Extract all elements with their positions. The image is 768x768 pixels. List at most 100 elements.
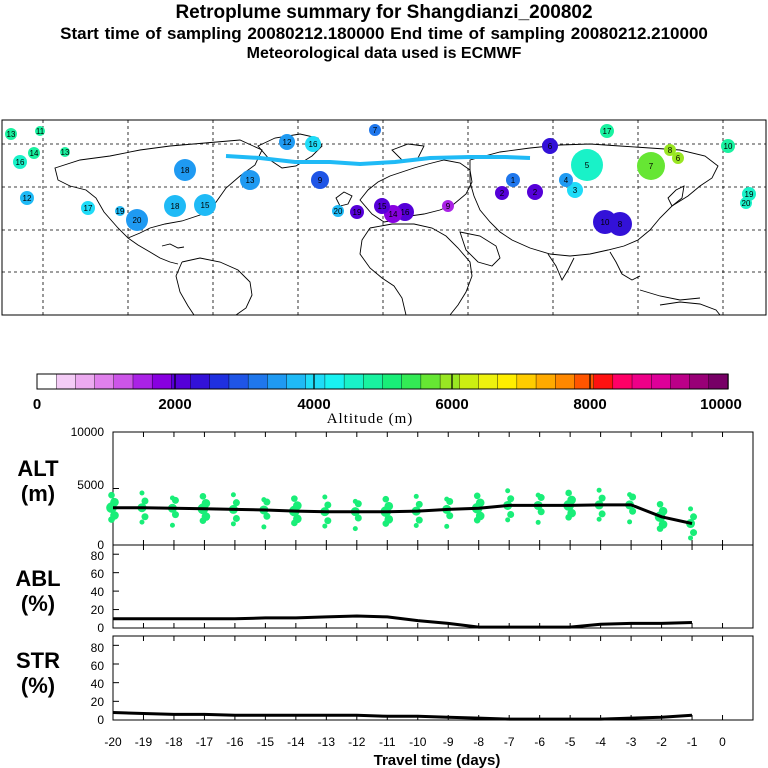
map-marker-label: 8: [618, 220, 623, 229]
map-marker-16: 9: [311, 171, 329, 189]
map-marker-11: 15: [194, 194, 216, 216]
alt-point: [629, 507, 637, 515]
alt-point: [656, 500, 664, 508]
alt-point: [444, 496, 450, 502]
alt-point: [415, 500, 423, 508]
map-marker-dot: [35, 126, 45, 136]
abl-ytick-0: 0: [97, 621, 104, 635]
abl-ytick-40: 40: [91, 585, 105, 599]
str-ytick-80: 80: [91, 641, 105, 655]
xtick-label-10: -10: [409, 735, 427, 749]
map-marker-label: 12: [283, 138, 292, 147]
map-marker-dot: [506, 173, 520, 187]
map-marker-label: 10: [601, 218, 610, 227]
alt-point: [384, 501, 394, 511]
alt-point: [201, 512, 211, 521]
alt-point: [537, 508, 545, 516]
colorbar-cell-12: [267, 373, 288, 390]
alt-point: [567, 508, 576, 518]
map-marker-label: 14: [30, 149, 39, 158]
colorbar-cell-34: [689, 373, 710, 390]
xtick-label-3: -17: [196, 735, 214, 749]
map-marker-label: 11: [36, 127, 45, 136]
xtick-label-13: -7: [504, 735, 515, 749]
colorbar-cell-25: [516, 373, 537, 390]
colorbar-cell-27: [555, 373, 576, 390]
map-marker-3: 13: [60, 147, 70, 157]
alt-point: [232, 499, 240, 507]
map-marker-38: 20: [332, 205, 344, 217]
alt-point: [505, 517, 511, 523]
colorbar-cell-1: [55, 373, 77, 390]
xtick-label-15: -5: [565, 735, 576, 749]
alt-point: [535, 492, 541, 498]
colorbar-cell-21: [439, 373, 460, 390]
map-marker-label: 7: [373, 126, 378, 135]
map-marker-8: 20: [126, 209, 148, 231]
map-marker-label: 5: [585, 161, 590, 170]
alt-point: [658, 506, 668, 516]
map-marker-dot: [740, 197, 752, 209]
abl-ytick-20: 20: [91, 603, 105, 617]
str-label: STR: [16, 648, 60, 673]
map-marker-dot: [542, 138, 558, 154]
map-marker-dot: [164, 195, 186, 217]
series-line-abl: [113, 614, 693, 629]
alt-point: [141, 513, 149, 521]
map-marker-dot: [5, 128, 17, 140]
colorbar-cell-3: [94, 373, 115, 390]
map-marker-dot: [664, 144, 676, 156]
abl-label: ABL: [15, 566, 60, 591]
chart-title: Retroplume summary for Shangdianzi_20080…: [175, 2, 593, 23]
alt-point: [110, 497, 119, 507]
map-marker-label: 17: [603, 127, 612, 136]
cb-tick-10000: 10000: [700, 396, 742, 413]
str-ytick-60: 60: [91, 659, 105, 673]
x-axis-label: Travel time (days): [374, 752, 501, 768]
alt-point: [473, 492, 481, 500]
alt-point: [627, 492, 633, 498]
map-marker-25: 3: [567, 182, 583, 198]
map-marker-dot: [527, 184, 543, 200]
alt-point: [139, 490, 145, 496]
alt-point: [230, 492, 236, 498]
colorbar-cell-32: [651, 373, 672, 390]
alt-point: [444, 523, 450, 529]
map-marker-dot: [369, 124, 381, 136]
map-marker-24: 5: [571, 149, 603, 181]
colorbar-cell-19: [401, 373, 422, 390]
map-marker-label: 2: [533, 188, 538, 197]
xtick-label-2: -18: [165, 735, 183, 749]
map-marker-dot: [672, 152, 684, 164]
map-marker-30: 2: [495, 186, 509, 200]
map-marker-label: 16: [401, 208, 410, 217]
colorbar-cell-5: [132, 373, 153, 390]
alt-point: [505, 488, 511, 494]
colorbar-cell-35: [708, 373, 729, 390]
alt-point: [169, 522, 175, 528]
map-marker-label: 17: [84, 204, 93, 213]
alt-point: [475, 498, 485, 508]
map-marker-label: 9: [446, 202, 451, 211]
alt-point: [322, 494, 328, 500]
met-data-note: Meteorological data used is ECMWF: [246, 45, 522, 62]
alt-point: [688, 535, 694, 541]
map-marker-dot: [571, 149, 603, 181]
alt-point: [598, 494, 606, 502]
colorbar-cells: [36, 373, 729, 390]
alt-point: [139, 519, 145, 525]
colorbar-cell-6: [151, 373, 173, 390]
alt-label: ALT: [17, 456, 59, 481]
map-marker-dot: [442, 200, 454, 212]
colorbar-cell-7: [171, 373, 192, 390]
alt-scatter-points: [106, 487, 698, 541]
alt-point: [199, 493, 207, 500]
map-marker-label: 14: [389, 210, 398, 219]
alt-point: [261, 497, 267, 503]
map-marker-label: 19: [745, 190, 754, 199]
map-marker-label: 15: [378, 202, 387, 211]
alt-unit: (m): [21, 481, 55, 506]
alt-point: [415, 516, 423, 524]
map-marker-0: 13: [5, 128, 17, 140]
series-lines: [112, 503, 693, 721]
